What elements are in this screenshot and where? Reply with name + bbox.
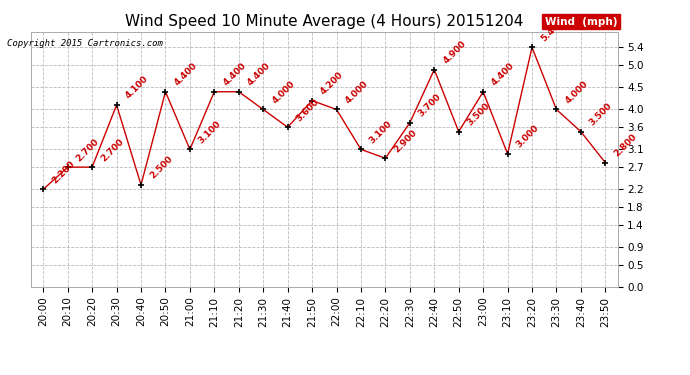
Text: 2.700: 2.700: [99, 136, 126, 163]
Text: 4.000: 4.000: [344, 79, 370, 105]
Text: 2.200: 2.200: [50, 159, 77, 185]
Text: Wind  (mph): Wind (mph): [545, 17, 618, 27]
Text: 4.400: 4.400: [246, 61, 272, 88]
Text: 3.500: 3.500: [466, 101, 492, 128]
Text: 4.400: 4.400: [490, 61, 517, 88]
Text: 3.600: 3.600: [295, 97, 321, 123]
Text: 4.900: 4.900: [441, 39, 468, 65]
Text: 3.700: 3.700: [417, 92, 443, 118]
Text: 4.400: 4.400: [172, 61, 199, 88]
Text: Copyright 2015 Cartronics.com: Copyright 2015 Cartronics.com: [7, 39, 163, 48]
Text: 4.100: 4.100: [124, 75, 150, 101]
Text: 2.700: 2.700: [75, 136, 101, 163]
Text: 2.500: 2.500: [148, 154, 174, 181]
Text: 3.100: 3.100: [368, 119, 394, 145]
Text: 4.000: 4.000: [564, 79, 590, 105]
Text: 3.500: 3.500: [588, 101, 614, 128]
Text: 2.800: 2.800: [612, 132, 638, 159]
Text: 4.400: 4.400: [221, 61, 248, 88]
Title: Wind Speed 10 Minute Average (4 Hours) 20151204: Wind Speed 10 Minute Average (4 Hours) 2…: [125, 14, 524, 29]
Text: 3.100: 3.100: [197, 119, 223, 145]
Text: 5.400: 5.400: [539, 17, 565, 43]
Text: 4.000: 4.000: [270, 79, 297, 105]
Text: 4.200: 4.200: [319, 70, 346, 96]
Text: 2.900: 2.900: [393, 128, 419, 154]
Text: 3.000: 3.000: [515, 123, 541, 150]
